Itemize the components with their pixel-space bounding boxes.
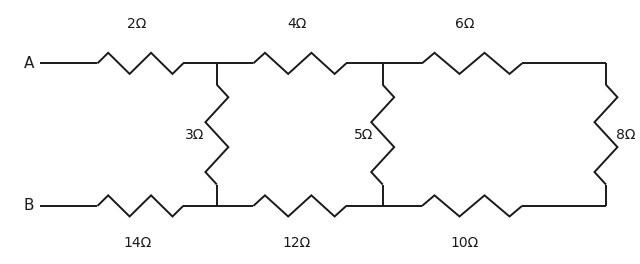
Text: B: B xyxy=(24,199,34,213)
Text: 10Ω: 10Ω xyxy=(450,236,479,250)
Text: 12Ω: 12Ω xyxy=(282,236,311,250)
Text: 4Ω: 4Ω xyxy=(287,17,307,31)
Text: 14Ω: 14Ω xyxy=(123,236,151,250)
Text: 6Ω: 6Ω xyxy=(454,17,474,31)
Text: 2Ω: 2Ω xyxy=(127,17,147,31)
Text: 8Ω: 8Ω xyxy=(616,128,635,142)
Text: 3Ω: 3Ω xyxy=(185,128,204,142)
Text: 5Ω: 5Ω xyxy=(354,128,373,142)
Text: A: A xyxy=(24,56,34,71)
